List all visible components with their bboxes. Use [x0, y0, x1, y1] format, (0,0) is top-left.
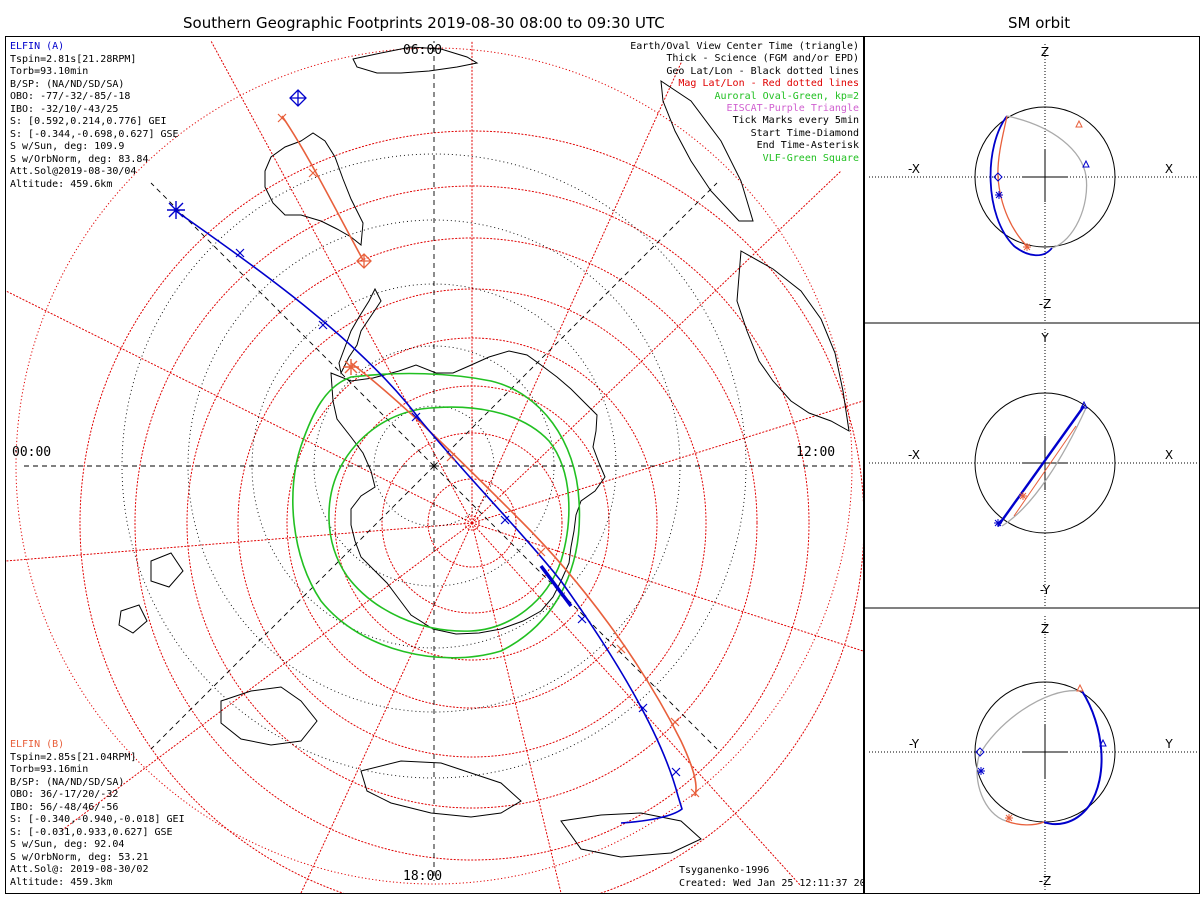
sm-axis-label: X — [1165, 448, 1173, 462]
model-credit: Tsyganenko-1996 — [679, 865, 770, 876]
new-zealand-coast — [118, 552, 184, 634]
footprint-map-panel: 06:00 00:00 12:00 18:00 ELFIN (A) Tspin=… — [5, 36, 878, 894]
main-title: Southern Geographic Footprints 2019-08-3… — [183, 14, 665, 32]
auroral-ovals — [292, 372, 581, 659]
time-label-left: 00:00 — [12, 445, 52, 460]
sm-axis-label: X — [1165, 162, 1173, 176]
elfin-b-line: IBO: 56/-48/46/-56 — [10, 801, 119, 813]
elfin-b-line: S: [-0.031,0.933,0.627] GSE — [10, 826, 173, 838]
elfin-b-end-asterisk — [343, 359, 359, 375]
elfin-b-line: S w/OrbNorm, deg: 53.21 — [10, 851, 149, 863]
sm-axis-label: -X — [908, 162, 920, 176]
elfin-b-info: ELFIN (B) Tspin=2.85s[21.04RPM] Torb=93.… — [10, 739, 185, 889]
elfin-b-line: S: [-0.340,-0.940,-0.018] GEI — [10, 814, 185, 825]
elfin-a-line: IBO: -32/10/-43/25 — [10, 103, 119, 115]
elfin-a-end-asterisk — [167, 201, 185, 219]
elfin-a-line: S: [0.592,0.214,0.776] GEI — [10, 116, 167, 127]
sm-orbit-title: SM orbit — [1008, 14, 1071, 32]
elfin-b-ticks — [277, 113, 700, 798]
africa-coast — [660, 79, 850, 432]
elfin-a-line: S w/Sun, deg: 109.9 — [10, 141, 125, 152]
map-rim — [15, 47, 853, 885]
legend-item: End Time-Asterisk — [756, 140, 859, 152]
legend-item: Earth/Oval View Center Time (triangle) — [630, 41, 859, 52]
credits: Tsyganenko-1996 Created: Wed Jan 25 12:1… — [679, 865, 878, 890]
elfin-a-info: ELFIN (A) Tspin=2.81s[21.28RPM] Torb=93.… — [10, 41, 179, 191]
elfin-b-line: Altitude: 459.3km — [10, 876, 113, 888]
elfin-a-line: S w/OrbNorm, deg: 83.84 — [10, 153, 149, 165]
antarctic-peninsula — [338, 287, 382, 375]
legend-item: Tick Marks every 5min — [732, 115, 859, 127]
elfin-b-track — [281, 115, 697, 797]
legend-item: Start Time-Diamond — [750, 127, 859, 139]
sm-orbit-plots: Z -Z -X X Y -Y -X X — [864, 44, 1200, 892]
time-label-top: 06:00 — [403, 43, 443, 58]
sm-axis-label: -X — [908, 448, 920, 462]
elfin-b-line: Tspin=2.85s[21.04RPM] — [10, 751, 137, 763]
elfin-a-line: Altitude: 459.6km — [10, 178, 113, 190]
elfin-a-start-diamond — [289, 89, 307, 107]
legend-item: Mag Lat/Lon - Red dotted lines — [678, 78, 859, 90]
elfin-a-line: Att.Sol@2019-08-30/04 — [10, 166, 137, 177]
elfin-a-title: ELFIN (A) — [10, 41, 65, 52]
legend-item: Thick - Science (FGM and/or EPD) — [666, 53, 859, 65]
elfin-a-line: OBO: -77/-32/-85/-18 — [10, 91, 131, 102]
auroral-oval-inner — [328, 406, 570, 632]
sm-orbit-panels: Z -Z -X X Y -Y -X X — [864, 36, 1200, 894]
elfin-b-line: Att.Sol@: 2019-08-30/02 — [10, 864, 149, 875]
sm-axis-label: -Z — [1039, 874, 1052, 888]
sm-axis-label: Y — [1040, 331, 1049, 345]
elfin-a-line: Torb=93.10min — [10, 66, 89, 77]
geo-meridians — [21, 41, 851, 881]
elfin-a-line: B/SP: (NA/ND/SD/SA) — [10, 78, 125, 90]
sm-axis-label: -Z — [1039, 297, 1052, 311]
elfin-b-title: ELFIN (B) — [10, 739, 65, 750]
elfin-b-line: S w/Sun, deg: 92.04 — [10, 839, 125, 850]
mag-meridians — [6, 40, 863, 893]
elfin-a-line: Tspin=2.81s[21.28RPM] — [10, 53, 137, 65]
legend-item: Geo Lat/Lon - Black dotted lines — [666, 65, 859, 77]
sm-panel-xy: Y -Y -X X — [869, 329, 1200, 606]
sm-axis-label: Z — [1041, 45, 1049, 59]
created-timestamp: Created: Wed Jan 25 12:11:37 2023 — [679, 877, 878, 889]
map-legend: Earth/Oval View Center Time (triangle) T… — [630, 41, 859, 165]
legend-item: VLF-Green Square — [762, 152, 859, 164]
antarctica-coast — [330, 350, 606, 635]
sm-axis-label: -Y — [1040, 583, 1051, 597]
south-america-coast — [264, 46, 479, 246]
elfin-b-line: OBO: 36/-17/20/-32 — [10, 789, 119, 800]
coastlines — [118, 46, 850, 858]
australia-coast — [220, 686, 702, 858]
time-label-bottom: 18:00 — [403, 869, 443, 884]
sm-panel-xz: Z -Z -X X — [869, 44, 1200, 322]
time-label-right: 12:00 — [796, 445, 836, 460]
sm-axis-label: Y — [1164, 737, 1173, 751]
elfin-b-start-diamond — [356, 253, 372, 269]
sm-axis-label: -Y — [909, 737, 920, 751]
legend-item: EISCAT-Purple Triangle — [726, 103, 859, 115]
elfin-a-ticks — [235, 248, 681, 777]
legend-item: Auroral Oval-Green, kp=2 — [714, 90, 860, 102]
elfin-b-line: B/SP: (NA/ND/SD/SA) — [10, 776, 125, 788]
elfin-a-line: S: [-0.344,-0.698,0.627] GSE — [10, 128, 179, 140]
sm-axis-label: Z — [1041, 622, 1049, 636]
footprint-map — [6, 40, 863, 893]
elfin-b-line: Torb=93.16min — [10, 764, 89, 775]
sm-panel-yz: Z -Z -Y Y — [869, 616, 1200, 892]
auroral-oval-outer — [292, 372, 581, 659]
elfin-a-track — [175, 210, 683, 824]
